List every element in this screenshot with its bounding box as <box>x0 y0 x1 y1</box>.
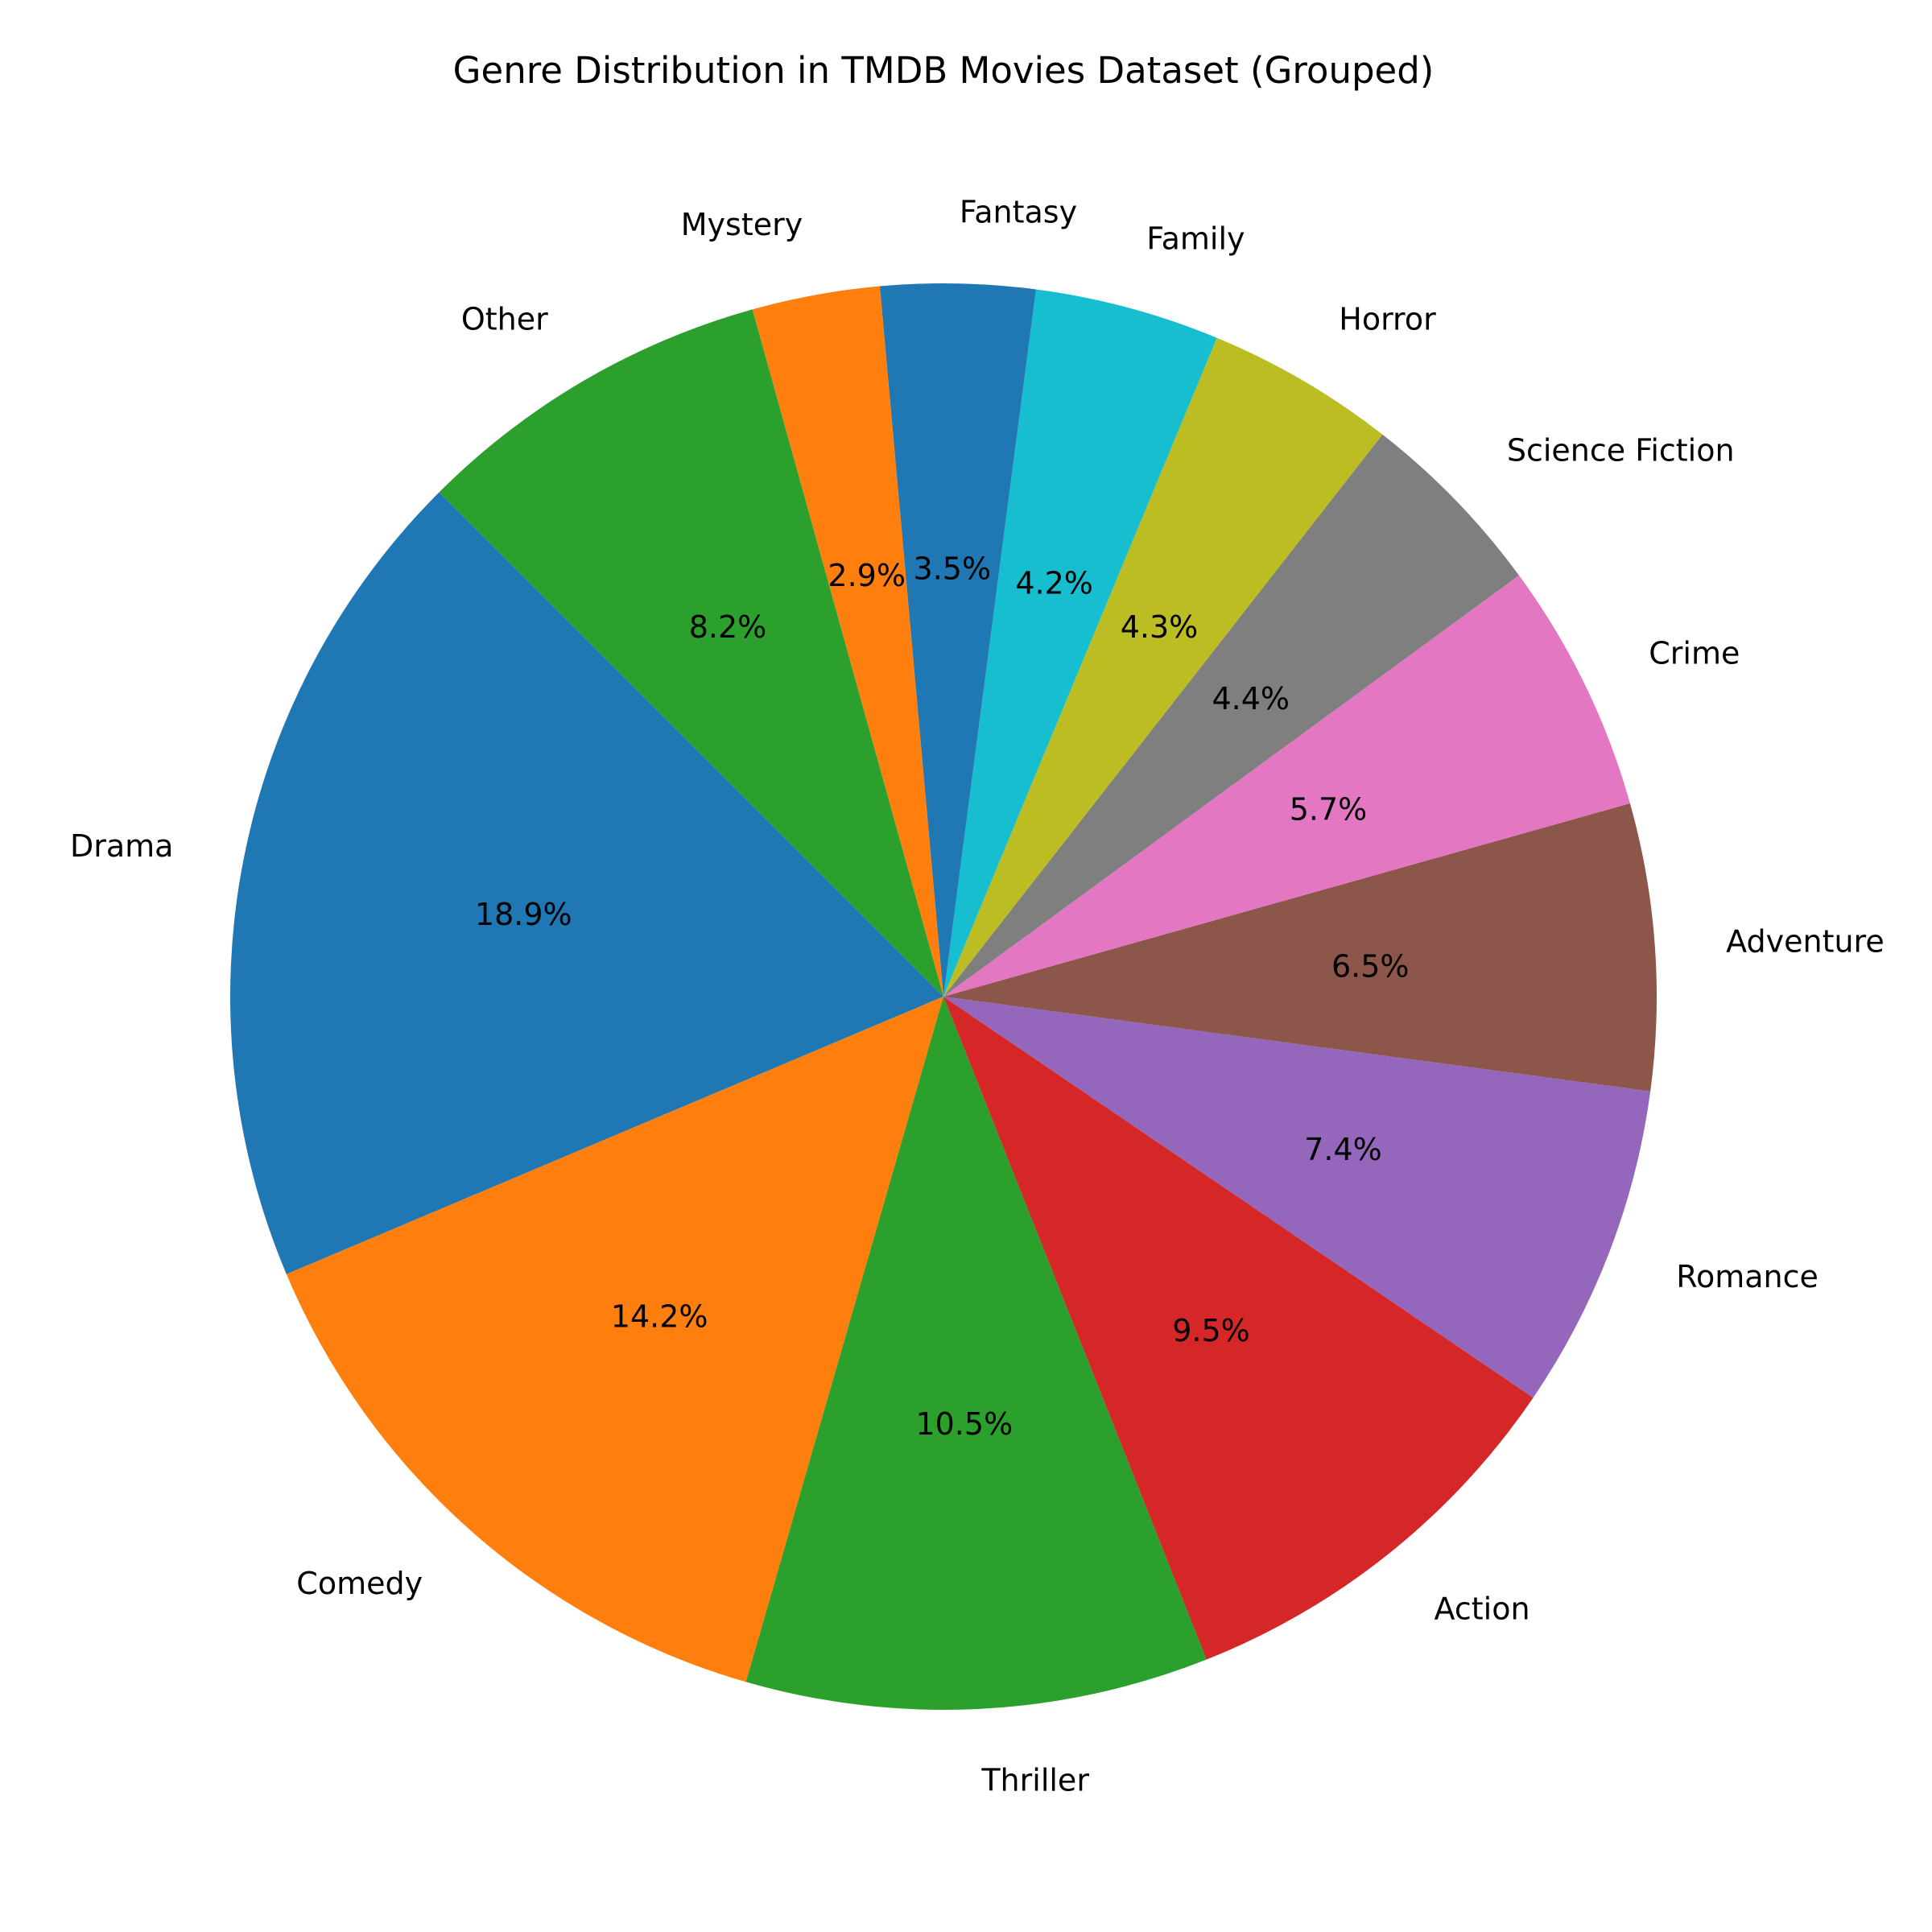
pie-slice-fantasy <box>879 283 1036 997</box>
slice-label-horror: Horror <box>1339 301 1436 336</box>
slice-label-comedy: Comedy <box>296 1566 423 1601</box>
pct-label-drama: 18.9% <box>475 897 572 932</box>
pct-label-comedy: 14.2% <box>611 1299 708 1335</box>
slice-label-crime: Crime <box>1649 635 1740 671</box>
pct-label-family: 4.2% <box>1015 566 1093 601</box>
pct-label-mystery: 2.9% <box>828 558 906 593</box>
slice-label-drama: Drama <box>70 828 173 864</box>
pie-slice-comedy <box>286 997 943 1682</box>
slice-label-fantasy: Fantasy <box>960 195 1077 230</box>
pct-label-crime: 5.7% <box>1290 791 1368 827</box>
slice-label-thriller: Thriller <box>980 1762 1089 1798</box>
pct-label-romance: 7.4% <box>1304 1132 1382 1167</box>
pie-slice-other <box>439 309 943 997</box>
pct-label-fantasy: 3.5% <box>914 551 992 587</box>
slice-label-other: Other <box>461 301 548 336</box>
pct-label-science-fiction: 4.4% <box>1212 681 1290 716</box>
pie-slice-thriller <box>745 997 1207 1711</box>
pie-slice-science-fiction <box>943 434 1519 997</box>
slice-label-mystery: Mystery <box>681 207 803 242</box>
slice-label-romance: Romance <box>1676 1259 1818 1294</box>
slice-label-family: Family <box>1146 221 1245 257</box>
slices-layer <box>230 283 1657 1711</box>
pct-label-adventure: 6.5% <box>1331 949 1410 985</box>
pie-slice-family <box>943 289 1217 997</box>
slice-label-science-fiction: Science Fiction <box>1507 433 1735 469</box>
pct-label-horror: 4.3% <box>1121 609 1199 645</box>
pie-slice-crime <box>943 575 1630 997</box>
slice-label-adventure: Adventure <box>1726 923 1885 959</box>
slice-label-action: Action <box>1435 1591 1530 1626</box>
pie-slice-adventure <box>943 803 1657 1092</box>
pct-label-action: 9.5% <box>1172 1313 1250 1348</box>
pie-slice-drama <box>230 492 944 1274</box>
labels-layer: Drama 18.9% Comedy 14.2% Thriller 10.5% Action… <box>70 195 1885 1798</box>
chart-title: Genre Distribution in TMDB Movies Datase… <box>453 49 1435 92</box>
pie-slice-romance <box>943 997 1651 1398</box>
pie-slice-action <box>943 997 1534 1660</box>
pct-label-other: 8.2% <box>689 609 767 645</box>
pie-slice-mystery <box>752 286 943 997</box>
pie-slice-horror <box>943 337 1383 997</box>
pct-label-thriller: 10.5% <box>915 1406 1013 1442</box>
